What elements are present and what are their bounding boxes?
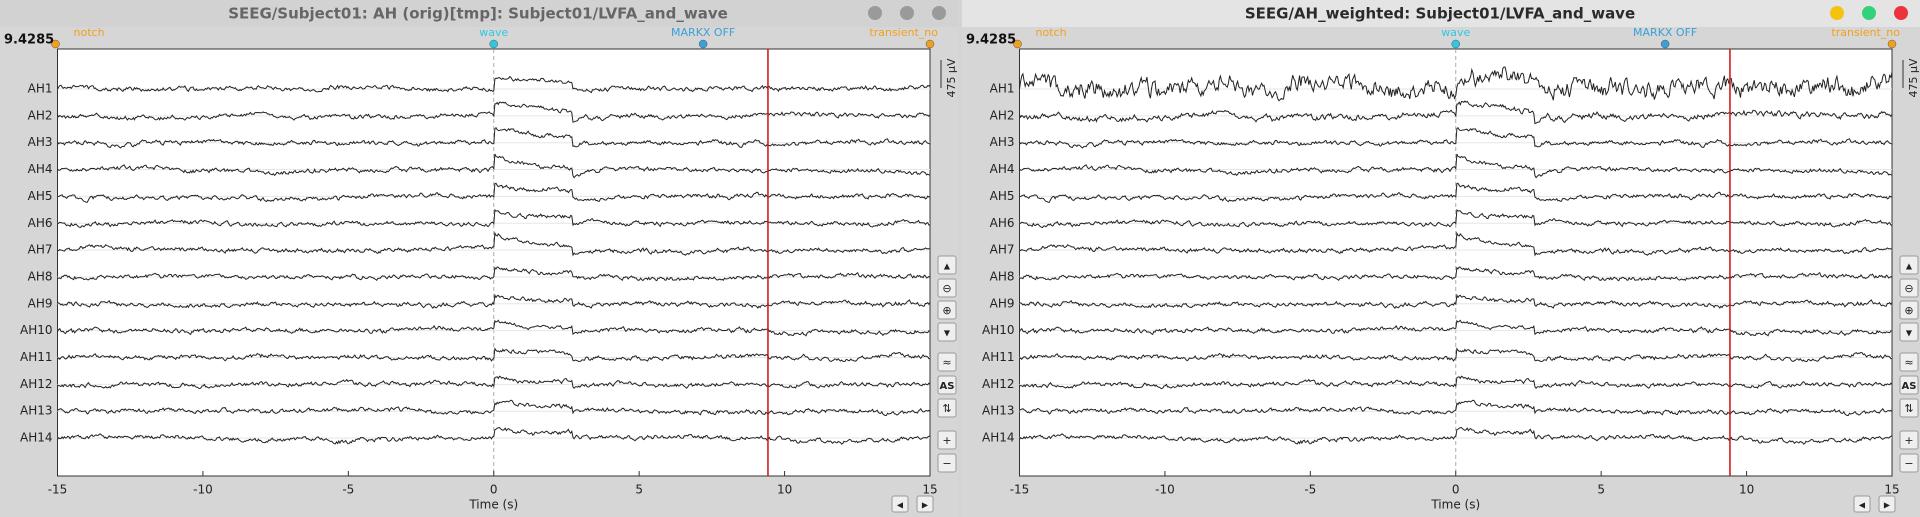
button-icon: − — [942, 457, 951, 470]
x-tick-label: 0 — [1452, 483, 1460, 497]
channel-label: AH2 — [990, 108, 1015, 122]
button-icon: − — [1904, 457, 1913, 470]
event-label: MARKX OFF — [1633, 26, 1697, 39]
button-icon: ⊕ — [1904, 304, 1913, 317]
window-title: SEEG/AH_weighted: Subject01/LVFA_and_wav… — [1245, 5, 1635, 23]
scale-label: 475 μV — [1907, 58, 1920, 97]
channel-label: AH6 — [990, 216, 1015, 230]
channel-label: AH13 — [20, 404, 53, 418]
window-button[interactable] — [868, 6, 882, 20]
channel-label: AH8 — [990, 269, 1015, 283]
event-label: wave — [1441, 26, 1470, 39]
event-marker[interactable] — [1661, 40, 1669, 48]
button-icon: + — [942, 434, 951, 447]
channel-label: AH9 — [28, 296, 53, 310]
window-button[interactable] — [1862, 6, 1876, 20]
window: SEEG/Subject01: AH (orig)[tmp]: Subject0… — [0, 0, 958, 517]
x-tick-label: 15 — [1884, 483, 1899, 497]
button-icon: ▲ — [944, 262, 951, 271]
channel-label: AH1 — [990, 82, 1015, 96]
event-marker[interactable] — [1452, 40, 1460, 48]
event-marker[interactable] — [1888, 40, 1896, 48]
x-tick-label: -5 — [1304, 483, 1316, 497]
channel-label: AH1 — [28, 82, 53, 96]
channel-label: AH10 — [982, 323, 1015, 337]
window: SEEG/AH_weighted: Subject01/LVFA_and_wav… — [962, 0, 1920, 517]
button-icon: ⊖ — [1904, 282, 1913, 295]
event-marker[interactable] — [490, 40, 498, 48]
event-label: notch — [1036, 26, 1067, 39]
channel-label: AH11 — [20, 350, 53, 364]
channel-label: AH10 — [20, 323, 53, 337]
window-button[interactable] — [1894, 6, 1908, 20]
event-label: transient_no — [869, 26, 938, 39]
channel-label: AH12 — [20, 377, 53, 391]
x-tick-label: -5 — [342, 483, 354, 497]
scale-label: 475 μV — [945, 58, 958, 97]
channel-label: AH7 — [990, 243, 1015, 257]
x-axis-label: Time (s) — [1430, 498, 1480, 512]
channel-label: AH12 — [982, 377, 1015, 391]
channel-label: AH4 — [28, 162, 53, 176]
channel-label: AH5 — [28, 189, 53, 203]
channel-label: AH6 — [28, 216, 53, 230]
x-tick-label: 5 — [1597, 483, 1605, 497]
channel-label: AH11 — [982, 350, 1015, 364]
button-icon: ≈ — [1904, 356, 1913, 369]
button-icon: ▲ — [1906, 262, 1913, 271]
button-icon: ▼ — [1906, 329, 1913, 338]
channel-label: AH14 — [20, 431, 53, 445]
button-icon: ⊕ — [942, 304, 951, 317]
button-icon: ⇅ — [942, 402, 951, 415]
x-axis-label: Time (s) — [468, 498, 518, 512]
channel-label: AH9 — [990, 296, 1015, 310]
x-tick-label: -15 — [48, 483, 68, 497]
x-tick-label: 10 — [1739, 483, 1754, 497]
window-button[interactable] — [1830, 6, 1844, 20]
autoscale-button[interactable]: AS — [940, 381, 955, 392]
button-icon: ≈ — [942, 356, 951, 369]
event-marker[interactable] — [699, 40, 707, 48]
button-icon: ▶ — [1884, 501, 1891, 510]
channel-label: AH4 — [990, 162, 1015, 176]
x-tick-label: 0 — [490, 483, 498, 497]
button-icon: + — [1904, 434, 1913, 447]
x-tick-label: 10 — [777, 483, 792, 497]
window-button[interactable] — [932, 6, 946, 20]
button-icon: ⊖ — [942, 282, 951, 295]
channel-label: AH13 — [982, 404, 1015, 418]
channel-label: AH14 — [982, 431, 1015, 445]
channel-label: AH5 — [990, 189, 1015, 203]
current-time: 9.4285 — [966, 33, 1016, 48]
channel-label: AH3 — [990, 135, 1015, 149]
event-label: MARKX OFF — [671, 26, 735, 39]
channel-label: AH7 — [28, 243, 53, 257]
button-icon: ⇅ — [1904, 402, 1913, 415]
event-label: transient_no — [1831, 26, 1900, 39]
x-tick-label: -15 — [1010, 483, 1030, 497]
x-tick-label: 15 — [922, 483, 937, 497]
x-tick-label: -10 — [1155, 483, 1175, 497]
window-button[interactable] — [900, 6, 914, 20]
channel-label: AH3 — [28, 135, 53, 149]
button-icon: ▶ — [922, 501, 929, 510]
window-title: SEEG/Subject01: AH (orig)[tmp]: Subject0… — [228, 5, 728, 23]
autoscale-button[interactable]: AS — [1902, 381, 1917, 392]
button-icon: ◀ — [897, 501, 904, 510]
button-icon: ◀ — [1859, 501, 1866, 510]
channel-label: AH8 — [28, 269, 53, 283]
channel-label: AH2 — [28, 108, 53, 122]
event-label: notch — [74, 26, 105, 39]
event-marker[interactable] — [926, 40, 934, 48]
x-tick-label: 5 — [635, 483, 643, 497]
event-label: wave — [479, 26, 508, 39]
button-icon: ▼ — [944, 329, 951, 338]
current-time: 9.4285 — [4, 33, 54, 48]
x-tick-label: -10 — [193, 483, 213, 497]
